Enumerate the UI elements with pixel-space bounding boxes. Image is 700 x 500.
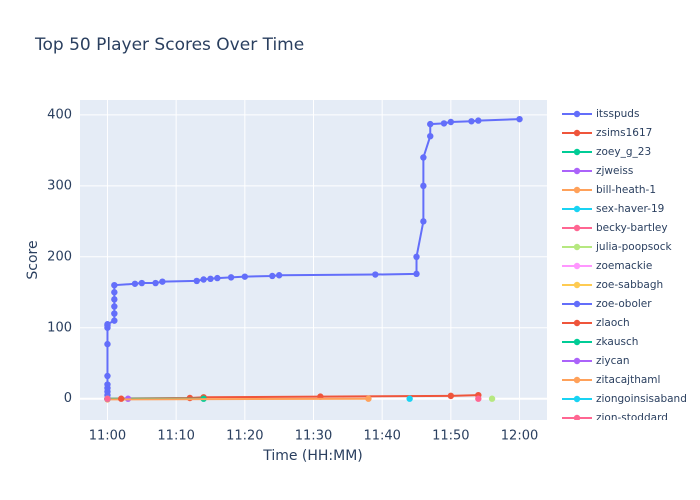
data-point <box>447 118 455 126</box>
legend-marker <box>573 414 581 420</box>
data-point <box>214 274 221 282</box>
data-point <box>420 154 427 161</box>
chart-title: Top 50 Player Scores Over Time <box>34 35 304 55</box>
legend-label: zlaoch <box>596 317 630 329</box>
legend-marker <box>573 338 581 346</box>
legend-marker <box>573 319 581 327</box>
x-tick-label: 11:10 <box>157 429 194 444</box>
data-point <box>488 395 496 402</box>
legend-label: bill-heath-1 <box>596 184 656 196</box>
data-point <box>104 381 111 388</box>
legend-label: zitacajthaml <box>596 374 660 386</box>
data-point <box>420 218 427 225</box>
legend-marker <box>573 281 581 289</box>
series-line <box>107 397 369 401</box>
legend-marker <box>573 300 581 308</box>
legend-marker <box>573 167 581 175</box>
data-point <box>159 278 166 285</box>
legend-marker <box>573 148 581 156</box>
legend-marker <box>573 395 581 403</box>
data-point <box>420 182 427 190</box>
legend-label: ziycan <box>596 355 630 367</box>
data-point <box>118 395 125 402</box>
data-point <box>275 272 283 279</box>
legend-label: zjweiss <box>596 165 633 177</box>
legend-marker <box>573 376 581 384</box>
y-tick-label: 300 <box>47 178 72 193</box>
data-point <box>413 270 420 278</box>
x-tick-label: 12:00 <box>501 429 538 444</box>
y-tick-label: 200 <box>47 249 72 264</box>
data-point <box>241 273 249 280</box>
legend-marker <box>573 110 581 118</box>
data-point <box>365 395 372 402</box>
data-point <box>111 289 118 296</box>
data-point <box>138 279 146 287</box>
data-point <box>468 118 475 125</box>
legend-label: julia-poopsock <box>595 241 672 253</box>
data-point <box>152 279 159 287</box>
data-point <box>447 392 455 400</box>
data-point <box>269 272 276 280</box>
x-tick-label: 11:20 <box>226 429 263 444</box>
data-point <box>111 281 118 289</box>
data-point <box>193 277 200 285</box>
y-tick-label: 0 <box>64 391 72 406</box>
y-tick-label: 400 <box>47 107 72 122</box>
data-point <box>131 280 139 287</box>
legend-marker <box>573 205 581 213</box>
data-point <box>200 276 207 283</box>
data-point <box>111 310 118 317</box>
legend-label: zion-stoddard <box>596 412 668 424</box>
data-point <box>104 372 111 380</box>
data-point <box>475 117 482 124</box>
data-point <box>427 132 434 140</box>
legend-label: zoe-oboler <box>596 298 652 310</box>
y-axis-title: Score <box>25 240 41 279</box>
data-point <box>440 120 448 127</box>
data-point <box>104 395 111 402</box>
x-tick-label: 11:30 <box>295 429 332 444</box>
legend-marker <box>573 357 581 365</box>
legend-label: ziongoinsisaband <box>596 393 687 405</box>
data-point <box>372 271 379 278</box>
data-point <box>406 395 413 402</box>
legend-label: zoemackie <box>596 260 652 272</box>
data-point <box>427 120 434 128</box>
legend-label: zoe-sabbagh <box>596 279 663 291</box>
data-point <box>111 296 118 303</box>
y-tick-label: 100 <box>47 320 72 335</box>
legend-label: becky-bartley <box>596 222 668 234</box>
x-axis-title: Time (HH:MM) <box>262 448 363 464</box>
legend-marker <box>573 224 581 232</box>
legend-label: sex-haver-19 <box>596 203 664 215</box>
legend-marker <box>573 243 581 251</box>
data-point <box>104 321 111 328</box>
data-point <box>413 253 420 261</box>
x-tick-label: 11:40 <box>363 429 400 444</box>
data-point <box>207 275 214 283</box>
legend-marker <box>573 186 581 194</box>
data-point <box>104 340 111 348</box>
data-point <box>227 274 235 281</box>
legend-label: zkausch <box>596 336 638 348</box>
legend-marker <box>573 129 581 137</box>
legend-marker <box>573 262 581 270</box>
legend-label: zsims1617 <box>596 127 652 139</box>
data-point <box>111 303 118 310</box>
legend-label: itsspuds <box>596 108 639 120</box>
data-point <box>516 115 523 123</box>
legend-label: zoey_g_23 <box>596 146 651 158</box>
data-point <box>475 395 482 402</box>
x-tick-label: 11:00 <box>89 429 126 444</box>
x-tick-label: 11:50 <box>432 429 469 444</box>
data-point <box>111 317 118 324</box>
